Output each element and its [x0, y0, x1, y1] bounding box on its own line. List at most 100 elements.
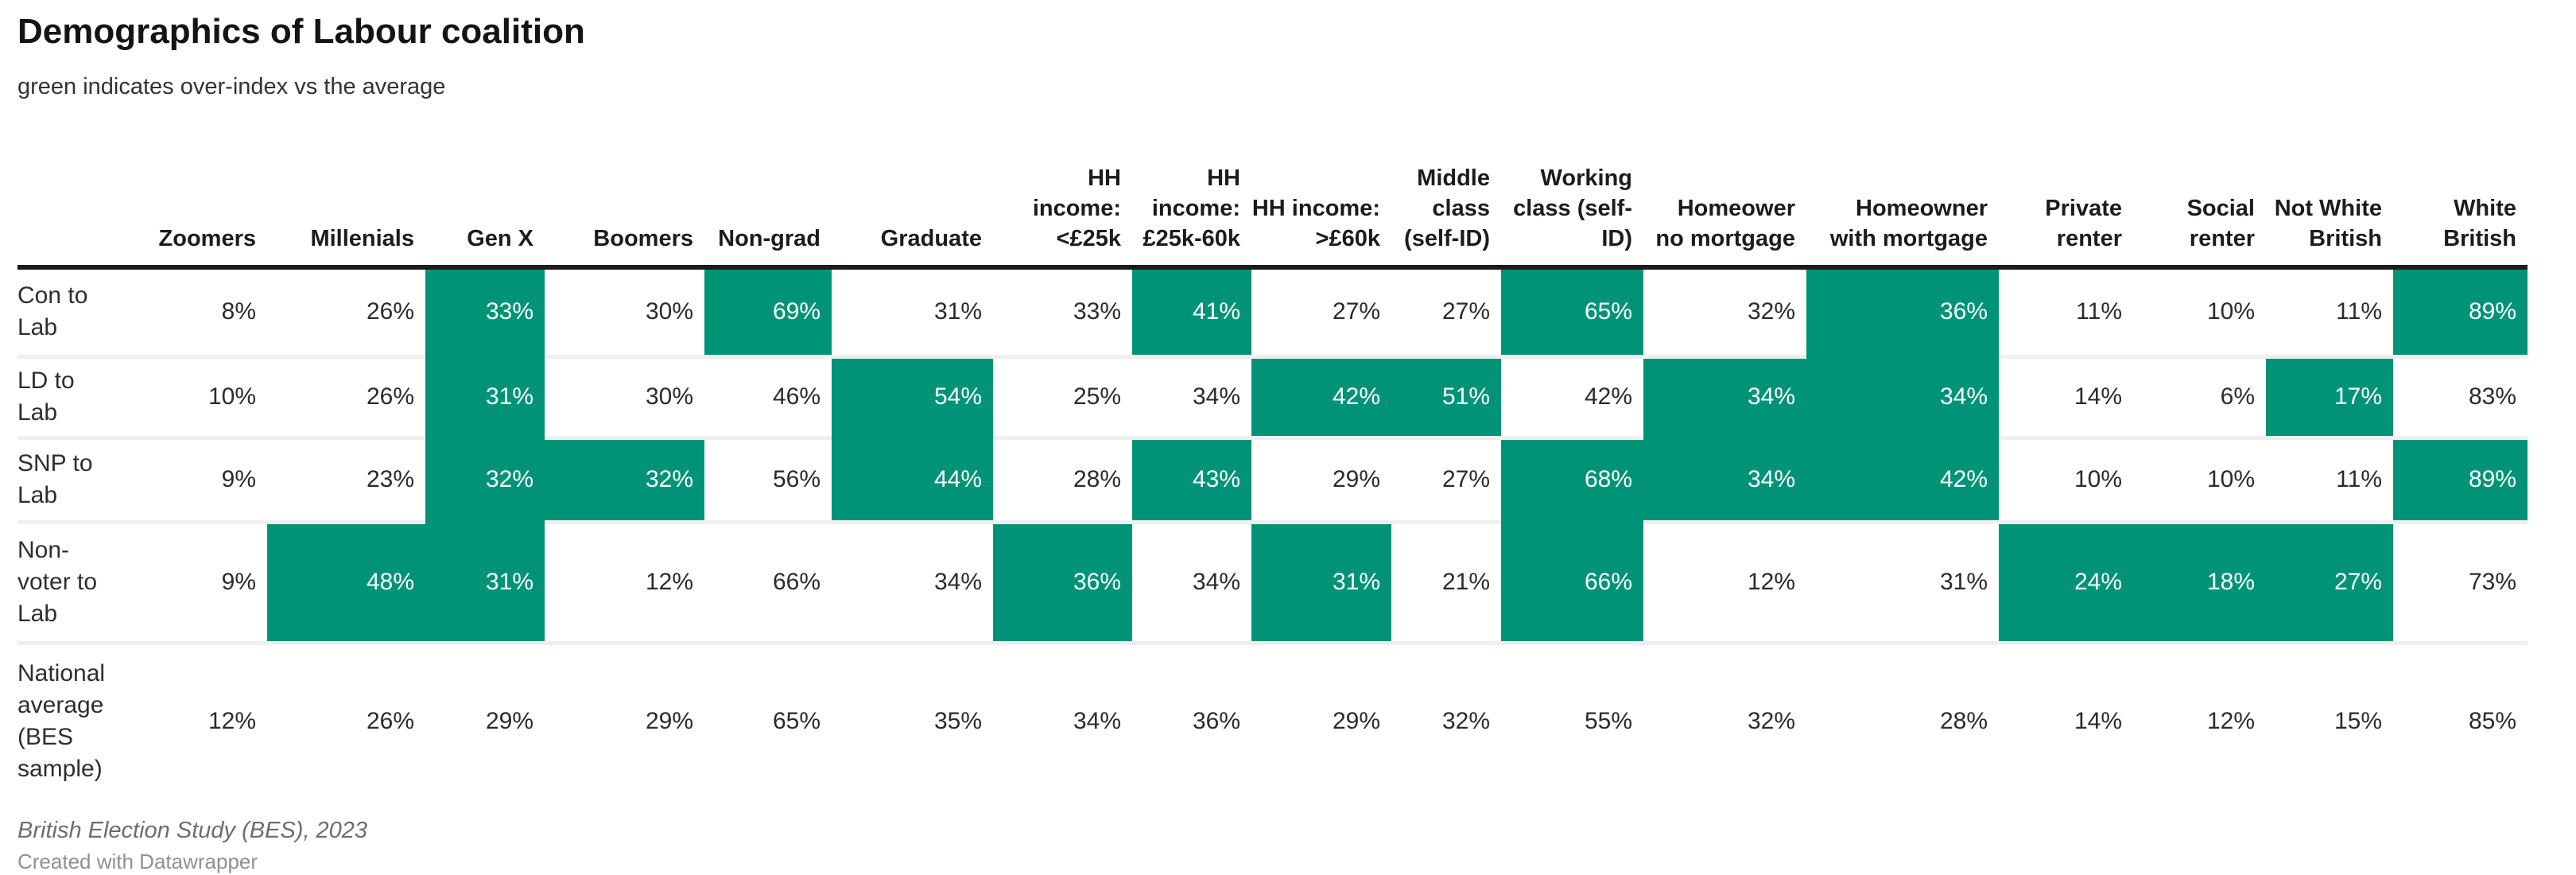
value-cell: 11%	[2266, 265, 2393, 356]
value-cell-highlighted: 32%	[545, 435, 704, 522]
value-cell: 6%	[2133, 354, 2266, 438]
value-cell: 66%	[704, 519, 832, 643]
value-cell: 35%	[832, 640, 993, 799]
value-cell: 34%	[1132, 354, 1251, 438]
value-cell: 29%	[425, 640, 545, 799]
value-cell: 32%	[1643, 640, 1806, 799]
column-header: Homeower no mortgage	[1643, 132, 1806, 270]
value-cell: 26%	[267, 640, 425, 799]
value-cell: 46%	[704, 354, 832, 438]
column-header: Private renter	[1999, 132, 2133, 270]
table-row: LD to Lab 10% 26% 31% 30% 46% 54% 25% 34% 42% 51% 4…	[17, 354, 2528, 438]
column-header: Boomers	[545, 132, 704, 270]
column-header: Working class (self-ID)	[1501, 132, 1643, 270]
value-cell: 83%	[2393, 354, 2528, 438]
value-cell-highlighted: 65%	[1501, 265, 1643, 356]
value-cell: 11%	[2266, 435, 2393, 522]
row-label: LD to Lab	[17, 354, 114, 438]
value-cell: 15%	[2266, 640, 2393, 799]
column-header: Millenials	[267, 132, 425, 270]
column-header: HH income: <£25k	[993, 132, 1132, 270]
value-cell: 73%	[2393, 519, 2528, 643]
value-cell: 55%	[1501, 640, 1643, 799]
value-cell-highlighted: 41%	[1132, 265, 1251, 356]
value-cell: 36%	[1132, 640, 1251, 799]
value-cell-highlighted: 33%	[425, 265, 545, 356]
value-cell-highlighted: 43%	[1132, 435, 1251, 522]
value-cell: 27%	[1391, 265, 1501, 356]
value-cell-highlighted: 31%	[425, 519, 545, 643]
value-cell-highlighted: 36%	[1806, 265, 1999, 356]
value-cell: 12%	[545, 519, 704, 643]
table-row: Con to Lab 8% 26% 33% 30% 69% 31% 33% 41% 27% 27% 6…	[17, 265, 2528, 356]
value-cell: 14%	[1999, 640, 2133, 799]
value-cell-highlighted: 27%	[2266, 519, 2393, 643]
value-cell: 34%	[993, 640, 1132, 799]
value-cell-highlighted: 34%	[1643, 354, 1806, 438]
value-cell-highlighted: 54%	[832, 354, 993, 438]
value-cell-highlighted: 42%	[1251, 354, 1391, 438]
column-header: Non-grad	[704, 132, 832, 270]
chart-container: Demographics of Labour coalition green i…	[17, 11, 2559, 875]
table-body: Con to Lab 8% 26% 33% 30% 69% 31% 33% 41% 27% 27% 6…	[17, 265, 2528, 799]
value-cell: 33%	[993, 265, 1132, 356]
column-header: Not White British	[2266, 132, 2393, 270]
row-label: Con to Lab	[17, 265, 114, 356]
heatmap-table: Zoomers Millenials Gen X Boomers Non-grad Gra…	[17, 132, 2528, 799]
row-label: National average (BES sample)	[17, 640, 114, 799]
value-cell: 42%	[1501, 354, 1643, 438]
value-cell-highlighted: 36%	[993, 519, 1132, 643]
value-cell: 10%	[1999, 435, 2133, 522]
value-cell: 12%	[1643, 519, 1806, 643]
value-cell: 21%	[1391, 519, 1501, 643]
column-header: White British	[2393, 132, 2528, 270]
value-cell: 31%	[1806, 519, 1999, 643]
value-cell: 29%	[1251, 640, 1391, 799]
value-cell: 28%	[993, 435, 1132, 522]
row-label: Non-voter to Lab	[17, 519, 114, 643]
column-header: Graduate	[832, 132, 993, 270]
value-cell-highlighted: 32%	[425, 435, 545, 522]
table-row: SNP to Lab 9% 23% 32% 32% 56% 44% 28% 43% 29% 27% 6…	[17, 435, 2528, 522]
value-cell: 25%	[993, 354, 1132, 438]
value-cell: 28%	[1806, 640, 1999, 799]
value-cell: 8%	[114, 265, 267, 356]
column-header: Middle class (self-ID)	[1391, 132, 1501, 270]
page-title: Demographics of Labour coalition	[17, 12, 585, 51]
value-cell-highlighted: 42%	[1806, 435, 1999, 522]
column-header: HH income: £25k-60k	[1132, 132, 1251, 270]
table-row: Non-voter to Lab 9% 48% 31% 12% 66% 34% 36% 34% 3…	[17, 519, 2528, 643]
source-note: British Election Study (BES), 2023	[17, 818, 368, 843]
column-header: HH income: >£60k	[1251, 132, 1391, 270]
value-cell: 9%	[114, 435, 267, 522]
chart-subtitle: green indicates over-index vs the averag…	[17, 74, 446, 99]
value-cell-highlighted: 66%	[1501, 519, 1643, 643]
value-cell: 26%	[267, 354, 425, 438]
value-cell-highlighted: 68%	[1501, 435, 1643, 522]
column-header: Social renter	[2133, 132, 2266, 270]
value-cell: 10%	[2133, 435, 2266, 522]
value-cell: 29%	[1251, 435, 1391, 522]
value-cell: 30%	[545, 354, 704, 438]
column-header: Gen X	[425, 132, 545, 270]
value-cell-highlighted: 24%	[1999, 519, 2133, 643]
value-cell-highlighted: 89%	[2393, 435, 2528, 522]
value-cell-highlighted: 31%	[425, 354, 545, 438]
table-row: National average (BES sample) 12% 26% 29% 29…	[17, 640, 2528, 799]
value-cell-highlighted: 69%	[704, 265, 832, 356]
value-cell: 34%	[1132, 519, 1251, 643]
value-cell: 56%	[704, 435, 832, 522]
value-cell: 26%	[267, 265, 425, 356]
value-cell: 30%	[545, 265, 704, 356]
value-cell-highlighted: 51%	[1391, 354, 1501, 438]
value-cell: 9%	[114, 519, 267, 643]
value-cell: 10%	[114, 354, 267, 438]
value-cell: 27%	[1391, 435, 1501, 522]
column-header: Homeowner with mortgage	[1806, 132, 1999, 270]
value-cell: 11%	[1999, 265, 2133, 356]
corner-cell	[17, 132, 114, 270]
value-cell: 32%	[1643, 265, 1806, 356]
value-cell: 34%	[832, 519, 993, 643]
value-cell-highlighted: 48%	[267, 519, 425, 643]
value-cell: 31%	[832, 265, 993, 356]
